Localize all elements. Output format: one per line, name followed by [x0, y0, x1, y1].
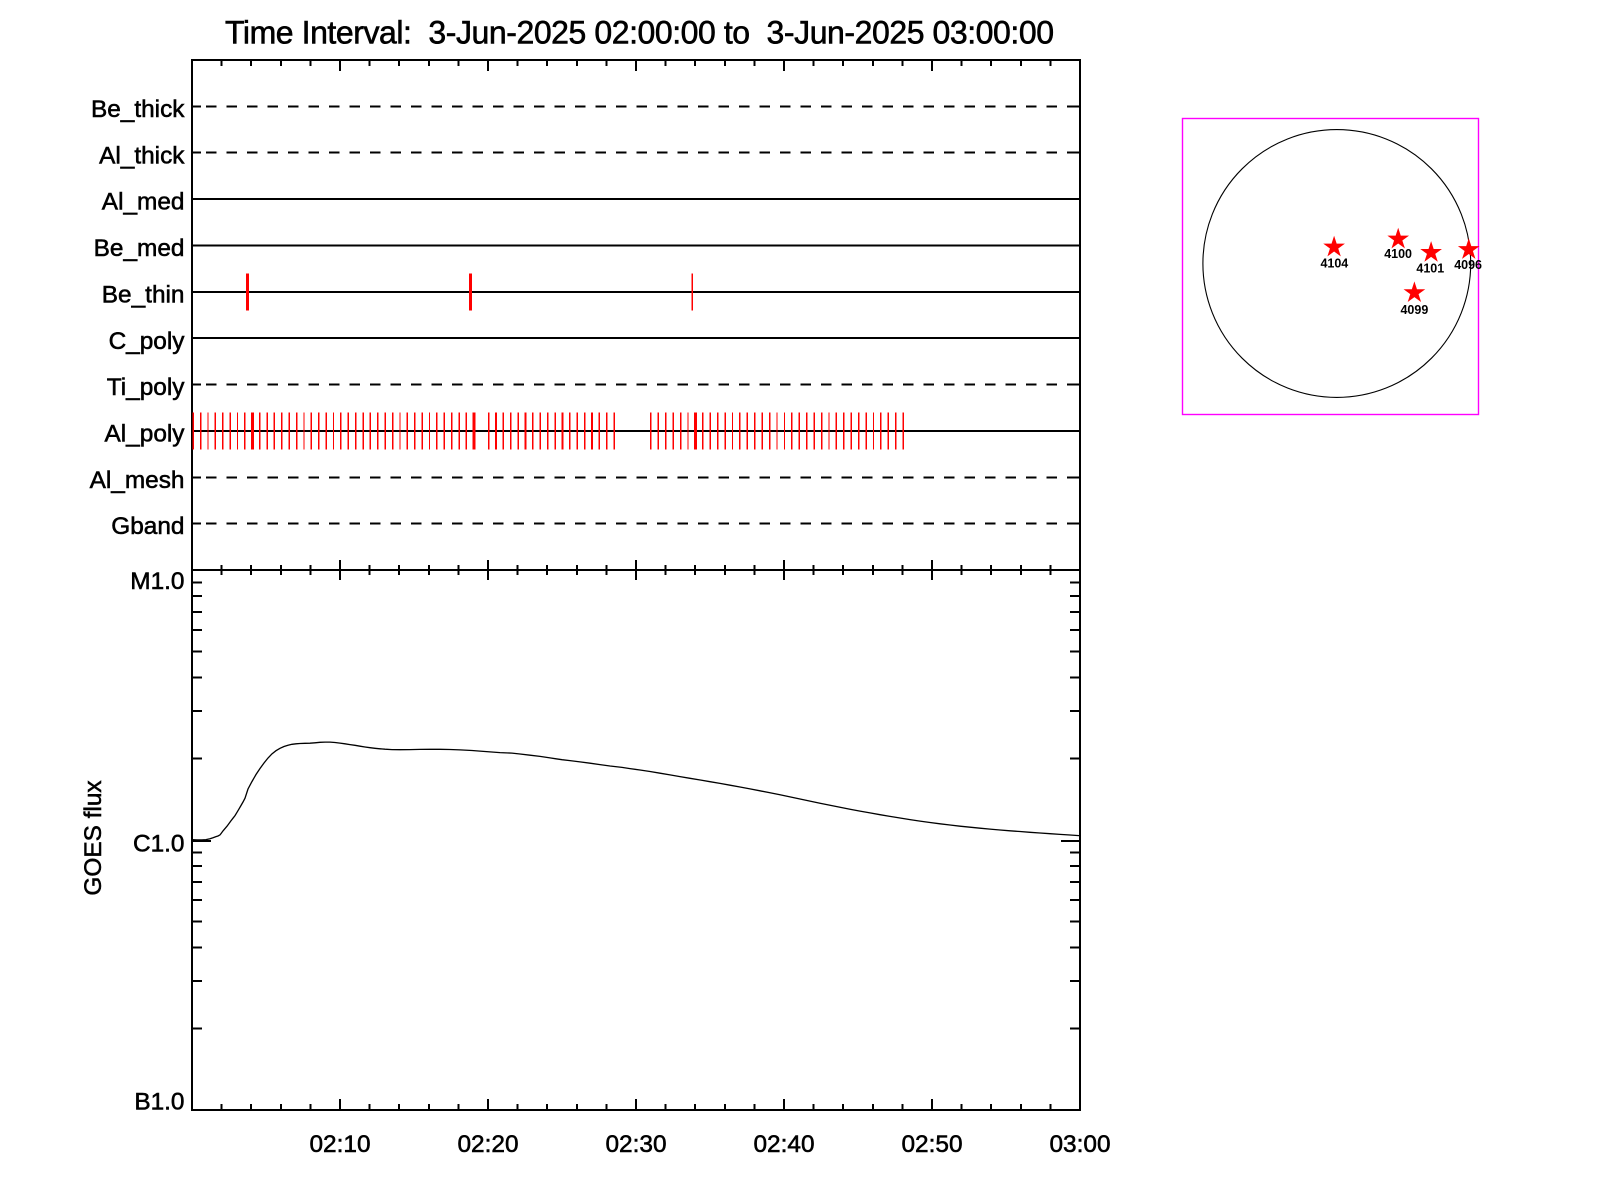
- svg-text:03:00: 03:00: [1049, 1131, 1110, 1158]
- svg-text:Al_med: Al_med: [102, 189, 185, 216]
- svg-text:02:30: 02:30: [605, 1131, 666, 1158]
- svg-text:Be_thick: Be_thick: [91, 96, 185, 123]
- svg-text:02:20: 02:20: [457, 1131, 518, 1158]
- svg-text:Be_med: Be_med: [94, 235, 185, 262]
- svg-text:02:40: 02:40: [753, 1131, 814, 1158]
- svg-text:02:10: 02:10: [309, 1131, 370, 1158]
- svg-text:Ti_poly: Ti_poly: [107, 374, 186, 401]
- svg-text:B1.0: B1.0: [134, 1089, 184, 1116]
- svg-text:4100: 4100: [1384, 247, 1412, 261]
- svg-text:4101: 4101: [1416, 262, 1444, 276]
- svg-text:GOES flux: GOES flux: [80, 780, 107, 895]
- svg-text:4096: 4096: [1454, 258, 1482, 272]
- svg-text:Al_thick: Al_thick: [99, 142, 185, 169]
- svg-text:M1.0: M1.0: [130, 568, 184, 595]
- svg-text:Be_thin: Be_thin: [102, 281, 185, 308]
- svg-text:4099: 4099: [1400, 303, 1428, 317]
- svg-text:C1.0: C1.0: [133, 830, 185, 857]
- svg-text:4104: 4104: [1320, 257, 1348, 271]
- svg-text:Gband: Gband: [111, 513, 184, 540]
- svg-text:Time Interval: 3-Jun-2025 02:: Time Interval: 3-Jun-2025 02:00:00 to 3-…: [225, 15, 1054, 51]
- svg-text:02:50: 02:50: [901, 1131, 962, 1158]
- svg-text:Al_mesh: Al_mesh: [90, 467, 185, 494]
- svg-text:Al_poly: Al_poly: [105, 421, 186, 448]
- svg-text:C_poly: C_poly: [109, 328, 186, 355]
